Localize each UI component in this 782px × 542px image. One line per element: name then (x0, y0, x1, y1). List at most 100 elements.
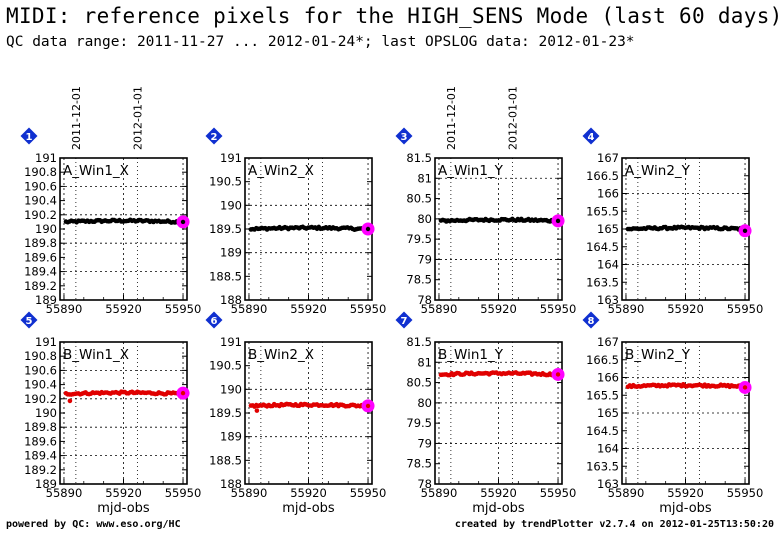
y-tick-label: 165.5 (586, 388, 619, 402)
y-tick-label: 164 (597, 258, 619, 272)
x-tick-label: 55920 (105, 302, 142, 316)
panel-badge-number: 3 (401, 132, 408, 143)
panel-badge-icon (395, 127, 413, 145)
y-tick-label: 81.5 (406, 151, 432, 165)
y-tick-label: 79 (417, 252, 432, 266)
y-tick-label: 190.5 (209, 359, 242, 373)
date-marker-label: 2011-12-01 (445, 86, 458, 150)
y-tick-label: 165.5 (586, 204, 619, 218)
panel-label: A_Win2_X (248, 163, 314, 179)
y-tick-label: 190 (35, 406, 57, 420)
panel-label: A_Win1_X (63, 163, 129, 179)
y-tick-label: 189.4 (24, 265, 57, 279)
y-tick-label: 190.5 (209, 175, 242, 189)
y-tick-label: 166 (597, 187, 619, 201)
y-tick-label: 81 (417, 171, 432, 185)
y-tick-label: 189 (220, 246, 242, 260)
x-tick-label: 55950 (350, 302, 387, 316)
x-tick-label: 55890 (231, 302, 268, 316)
y-tick-label: 189.2 (24, 279, 57, 293)
x-tick-label: 55950 (350, 486, 387, 500)
x-tick-label: 55920 (290, 302, 327, 316)
y-tick-label: 167 (597, 151, 619, 165)
x-tick-label: 55890 (46, 302, 83, 316)
y-tick-label: 79 (417, 436, 432, 450)
plot-a-win2-y: 163 163.5 164 164.5 165 165.5 166 166.5 167 55890… (582, 127, 764, 316)
y-tick-label: 78.5 (406, 457, 432, 471)
panel-badge-number: 5 (26, 316, 33, 327)
panel-label: A_Win2_Y (625, 163, 691, 179)
y-tick-label: 190.8 (24, 349, 57, 363)
plot-b-win1-y: 78 78.5 79 79.5 80 80.5 81 81.5 55890 55920 55950 B… (395, 311, 577, 516)
y-tick-label: 166 (597, 371, 619, 385)
y-tick-label: 78 (417, 477, 432, 491)
y-tick-label: 189.6 (24, 250, 57, 264)
y-tick-label: 167 (597, 335, 619, 349)
y-tick-label: 164 (597, 442, 619, 456)
panel-badge-icon (395, 311, 413, 329)
plot-b-win1-x: 189189.2189.4189.6189.8190190.2190.4190.… (20, 311, 202, 516)
y-tick-label: 190.6 (24, 363, 57, 377)
last-point (742, 385, 748, 390)
last-point (180, 219, 186, 225)
panel-label: A_Win1_Y (438, 163, 504, 179)
y-tick-label: 189 (35, 293, 57, 307)
last-point (365, 403, 371, 409)
page-subtitle: QC data range: 2011-11-27 ... 2012-01-24… (6, 34, 635, 50)
footer-credit: powered by QC: www.eso.org/HC (6, 519, 181, 530)
last-point (555, 218, 561, 224)
panel-badge-number: 6 (211, 316, 218, 327)
y-tick-label: 188.5 (209, 269, 242, 283)
x-tick-label: 55890 (421, 486, 458, 500)
y-tick-label: 190 (35, 222, 57, 236)
y-tick-label: 189.5 (209, 406, 242, 420)
panel-badge-number: 1 (26, 132, 33, 143)
y-tick-label: 190.4 (24, 194, 57, 208)
y-tick-label: 81.5 (406, 335, 432, 349)
y-tick-label: 191 (35, 335, 57, 349)
y-tick-label: 163 (597, 293, 619, 307)
date-marker-label: 2012-01-01 (506, 86, 519, 150)
panel-badge-icon (205, 127, 223, 145)
y-tick-label: 188 (220, 293, 242, 307)
x-tick-label: 55920 (480, 486, 517, 500)
y-tick-label: 164.5 (586, 424, 619, 438)
y-tick-label: 78.5 (406, 273, 432, 287)
y-tick-label: 189.6 (24, 434, 57, 448)
y-tick-label: 190 (220, 198, 242, 212)
y-tick-label: 163.5 (586, 275, 619, 289)
x-tick-label: 55920 (480, 302, 517, 316)
x-tick-label: 55890 (421, 302, 458, 316)
y-tick-label: 190.4 (24, 378, 57, 392)
data-point (67, 398, 73, 404)
y-tick-label: 166.5 (586, 169, 619, 183)
panel-label: B_Win1_Y (438, 347, 504, 363)
x-tick-label: 55950 (540, 486, 577, 500)
panel-badge-number: 4 (588, 132, 595, 143)
y-tick-label: 189.4 (24, 449, 57, 463)
y-tick-label: 189.2 (24, 463, 57, 477)
footer-generator: created by trendPlotter v2.7.4 on 2012-0… (454, 519, 774, 530)
y-tick-label: 79.5 (406, 232, 432, 246)
x-tick-label: 55920 (667, 302, 704, 316)
x-tick-label: 55950 (165, 486, 202, 500)
panel-label: B_Win2_X (248, 347, 314, 363)
x-tick-label: 55950 (727, 486, 764, 500)
plot-b-win2-y: 163 163.5 164 164.5 165 165.5 166 166.5 167 55890… (582, 311, 764, 516)
panel-badge-icon (582, 127, 600, 145)
x-tick-label: 55950 (727, 302, 764, 316)
y-tick-label: 189.8 (24, 420, 57, 434)
y-tick-label: 189 (220, 430, 242, 444)
y-tick-label: 80 (417, 212, 432, 226)
x-axis-label: mjd-obs (97, 501, 150, 516)
plot-a-win1-x: 189189.2189.4189.6189.8190190.2190.4190.… (20, 86, 201, 316)
last-point (365, 226, 371, 232)
y-tick-label: 80.5 (406, 192, 432, 206)
x-tick-label: 55890 (231, 486, 268, 500)
y-tick-label: 165 (597, 222, 619, 236)
last-point (742, 228, 748, 233)
y-tick-label: 190.2 (24, 392, 57, 406)
y-tick-label: 80.5 (406, 376, 432, 390)
y-tick-label: 81 (417, 355, 432, 369)
